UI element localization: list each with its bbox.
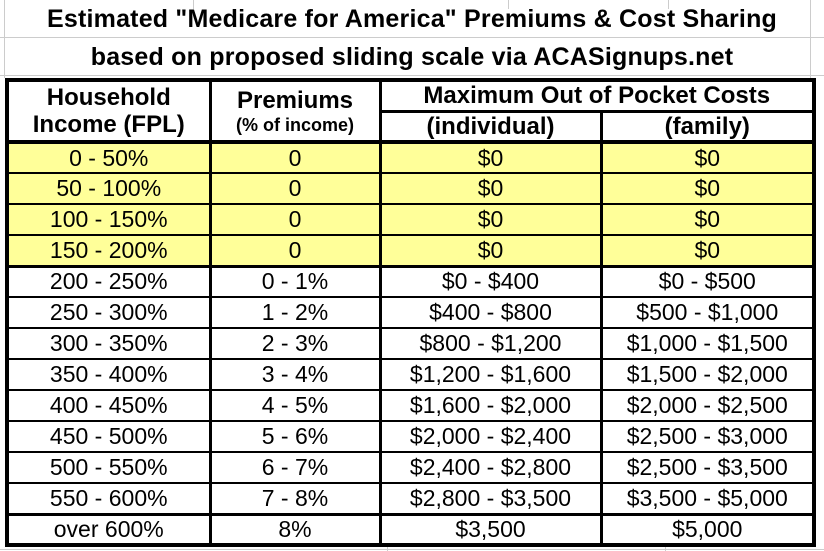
cell-moop-individual: $0	[378, 203, 603, 237]
cell-moop-individual: $400 - $800	[378, 296, 603, 330]
table-row: 300 - 350% 2 - 3% $800 - $1,200 $1,000 -…	[5, 327, 816, 361]
table-row: 200 - 250% 0 - 1% $0 - $400 $0 - $500	[5, 264, 816, 299]
cell-moop-family: $2,500 - $3,500	[599, 451, 816, 485]
table-row: 0 - 50% 0 $0 $0	[5, 141, 816, 175]
cell-moop-family: $5,000	[599, 512, 816, 547]
cell-household-income: 150 - 200%	[5, 234, 212, 268]
table-row: 350 - 400% 3 - 4% $1,200 - $1,600 $1,500…	[5, 358, 816, 392]
cell-moop-individual: $3,500	[378, 512, 603, 547]
cell-premium: 6 - 7%	[208, 451, 382, 485]
cell-moop-individual: $1,200 - $1,600	[378, 358, 603, 392]
cell-premium: 7 - 8%	[208, 482, 382, 516]
cell-household-income: 300 - 350%	[5, 327, 212, 361]
table-row: 50 - 100% 0 $0 $0	[5, 172, 816, 206]
cell-moop-family: $1,500 - $2,000	[599, 358, 816, 392]
table-row: 550 - 600% 7 - 8% $2,800 - $3,500 $3,500…	[5, 482, 816, 516]
grid-line	[665, 545, 666, 551]
cell-premium: 1 - 2%	[208, 296, 382, 330]
cell-premium: 0 - 1%	[208, 264, 382, 299]
cell-premium: 5 - 6%	[208, 420, 382, 454]
table-row: over 600% 8% $3,500 $5,000	[5, 512, 816, 547]
column-header-moop: Maximum Out of Pocket Costs	[378, 78, 816, 113]
premiums-cost-sharing-table: Household Income (FPL) Premiums (% of in…	[5, 78, 817, 548]
cell-moop-individual: $2,000 - $2,400	[378, 420, 603, 454]
cell-moop-family: $0 - $500	[599, 264, 816, 299]
grid-line	[0, 549, 824, 550]
cell-moop-individual: $800 - $1,200	[378, 327, 603, 361]
column-header-household-income: Household Income (FPL)	[5, 78, 212, 145]
cell-premium: 4 - 5%	[208, 389, 382, 423]
cell-moop-family: $3,500 - $5,000	[599, 482, 816, 516]
cell-premium: 0	[208, 203, 382, 237]
grid-line	[0, 75, 824, 76]
cell-premium: 3 - 4%	[208, 358, 382, 392]
cell-moop-family: $0	[599, 234, 816, 268]
cell-moop-family: $0	[599, 203, 816, 237]
cell-moop-family: $2,500 - $3,000	[599, 420, 816, 454]
cell-moop-individual: $0	[378, 234, 603, 268]
table-row: 250 - 300% 1 - 2% $400 - $800 $500 - $1,…	[5, 296, 816, 330]
cell-premium: 0	[208, 234, 382, 268]
table-row: 400 - 450% 4 - 5% $1,600 - $2,000 $2,000…	[5, 389, 816, 423]
grid-line	[810, 0, 811, 78]
cell-household-income: 500 - 550%	[5, 451, 212, 485]
cell-moop-family: $0	[599, 172, 816, 206]
cell-household-income: 450 - 500%	[5, 420, 212, 454]
cell-household-income: over 600%	[5, 512, 212, 547]
premiums-label: Premiums	[236, 86, 354, 114]
cell-moop-individual: $0	[378, 141, 603, 175]
cell-premium: 0	[208, 141, 382, 175]
cell-household-income: 200 - 250%	[5, 264, 212, 299]
column-header-individual: (individual)	[378, 109, 603, 145]
cell-premium: 2 - 3%	[208, 327, 382, 361]
table-row: 450 - 500% 5 - 6% $2,000 - $2,400 $2,500…	[5, 420, 816, 454]
table-body: 0 - 50% 0 $0 $0 50 - 100% 0 $0 $0 100 - …	[5, 141, 816, 547]
grid-line	[508, 0, 509, 9]
page-title: Estimated "Medicare for America" Premium…	[46, 5, 778, 33]
cell-moop-individual: $2,400 - $2,800	[378, 451, 603, 485]
cell-premium: 0	[208, 172, 382, 206]
cell-moop-family: $1,000 - $1,500	[599, 327, 816, 361]
column-header-premiums: Premiums (% of income)	[208, 78, 382, 145]
cell-household-income: 350 - 400%	[5, 358, 212, 392]
cell-household-income: 0 - 50%	[5, 141, 212, 175]
table-row: 100 - 150% 0 $0 $0	[5, 203, 816, 237]
cell-moop-family: $0	[599, 141, 816, 175]
table-row: 500 - 550% 6 - 7% $2,400 - $2,800 $2,500…	[5, 451, 816, 485]
table-header: Household Income (FPL) Premiums (% of in…	[5, 78, 816, 145]
cell-moop-family: $500 - $1,000	[599, 296, 816, 330]
cell-household-income: 400 - 450%	[5, 389, 212, 423]
table-row: 150 - 200% 0 $0 $0	[5, 234, 816, 268]
cell-household-income: 550 - 600%	[5, 482, 212, 516]
grid-line	[193, 0, 194, 9]
cell-moop-individual: $1,600 - $2,000	[378, 389, 603, 423]
column-header-family: (family)	[599, 109, 816, 145]
page-subtitle: based on proposed sliding scale via ACAS…	[90, 43, 734, 71]
grid-line	[0, 37, 824, 38]
cell-moop-family: $2,000 - $2,500	[599, 389, 816, 423]
cell-household-income: 100 - 150%	[5, 203, 212, 237]
cell-household-income: 250 - 300%	[5, 296, 212, 330]
premiums-sublabel: (% of income)	[235, 114, 354, 135]
cell-moop-individual: $0	[378, 172, 603, 206]
cell-moop-individual: $2,800 - $3,500	[378, 482, 603, 516]
grid-line	[387, 545, 388, 551]
grid-line	[668, 0, 669, 9]
grid-line	[4, 0, 5, 78]
household-income-label-line1: Household	[46, 83, 171, 111]
cell-premium: 8%	[208, 512, 382, 547]
cell-household-income: 50 - 100%	[5, 172, 212, 206]
household-income-label-line2: Income (FPL)	[32, 111, 185, 139]
cell-moop-individual: $0 - $400	[378, 264, 603, 299]
